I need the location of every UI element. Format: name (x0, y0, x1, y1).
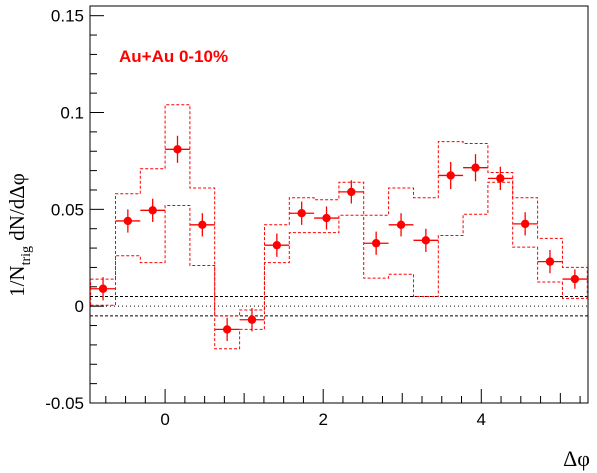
y-axis-title-prefix: 1/N (5, 265, 29, 297)
plot-frame (89, 5, 589, 404)
data-point-17 (512, 212, 538, 236)
annotation: Au+Au 0-10% (119, 47, 228, 66)
y-axis-title: 1/Ntrig dN/dΔφ (5, 173, 34, 297)
marker (247, 315, 257, 324)
y-axis-title-suffix: dN/dΔφ (5, 173, 29, 246)
x-tick-label-2: 4 (477, 410, 486, 429)
systematic-bands (90, 104, 588, 350)
marker (570, 274, 580, 284)
axes: -0.05 0 0.05 0.1 0.15 0 2 4 (45, 7, 581, 429)
x-tick-label-0: 0 (160, 410, 169, 429)
data-point-1 (115, 209, 141, 233)
data-point-4 (189, 213, 215, 237)
data-point-18 (537, 250, 563, 274)
x-axis-title: Δφ (563, 446, 590, 471)
data-point-12 (388, 213, 414, 237)
marker (297, 209, 306, 218)
marker (545, 257, 555, 266)
data-point-13 (413, 228, 439, 252)
data-point-0 (90, 277, 116, 301)
data-point-5 (214, 317, 240, 342)
y-tick-label-4: 0.15 (51, 7, 84, 26)
plot-frame-rect (89, 5, 589, 404)
data-point-11 (363, 231, 389, 255)
marker (123, 216, 133, 226)
reference-lines (90, 295, 588, 317)
marker (496, 174, 505, 183)
labels: Au+Au 0-10% Δφ 1/Ntrig dN/dΔφ (5, 47, 590, 471)
data-point-8 (289, 201, 315, 225)
marker (371, 239, 381, 248)
data-point-19 (562, 269, 588, 289)
sys-band-upper (90, 104, 588, 317)
marker (520, 219, 530, 229)
y-tick-label-1: 0 (75, 297, 84, 316)
marker (446, 171, 455, 180)
y-tick-label-2: 0.05 (51, 200, 84, 219)
marker (396, 220, 406, 230)
sys-band-lower (90, 181, 588, 350)
data-point-10 (338, 180, 364, 204)
y-axis-title-subscript: trig (19, 246, 34, 265)
marker (322, 213, 331, 223)
marker (421, 236, 431, 245)
data-point-2 (140, 198, 166, 222)
data-point-14 (438, 161, 464, 190)
data-point-6 (239, 308, 265, 332)
marker (148, 206, 157, 215)
marker (98, 284, 108, 293)
marker (198, 220, 207, 230)
marker (222, 325, 232, 334)
y-tick-label-3: 0.1 (60, 104, 84, 123)
data-point-7 (264, 233, 290, 257)
data-points (90, 135, 588, 342)
x-tick-label-1: 2 (318, 410, 327, 429)
data-point-15 (463, 154, 488, 182)
data-point-16 (487, 166, 513, 190)
data-point-9 (314, 206, 339, 230)
marker (347, 187, 356, 197)
marker (272, 240, 282, 250)
data-point-3 (165, 135, 190, 163)
marker (173, 145, 182, 154)
marker (471, 163, 480, 172)
y-tick-label-0: -0.05 (45, 394, 84, 413)
